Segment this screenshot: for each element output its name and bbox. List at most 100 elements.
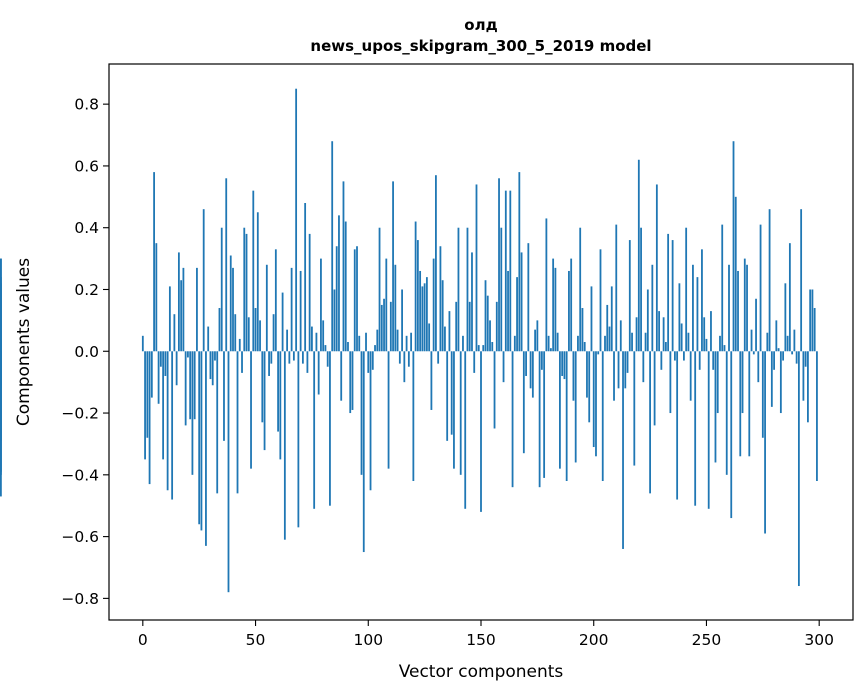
bar [148,351,151,485]
bar [214,351,216,361]
bar [155,243,158,352]
bar [419,270,422,352]
bar [791,351,794,355]
bar [536,320,539,352]
bar [683,351,685,361]
bar [755,298,757,352]
bar [759,224,762,352]
bar [473,351,476,373]
bar [157,351,160,404]
bar [694,351,697,506]
bar [748,351,751,457]
bar [653,351,656,426]
bar [448,311,451,352]
bar [211,351,214,386]
bar [283,351,286,540]
bar [365,332,367,352]
bar [227,351,230,593]
bar [518,172,521,352]
bar [617,351,620,389]
bar [545,218,548,352]
bar [597,351,600,355]
bar [770,351,773,407]
bar [658,311,661,352]
bar [471,252,473,352]
bar [299,270,302,352]
bar [446,351,449,441]
bar [568,270,570,352]
bar [205,351,207,546]
bar [353,249,356,352]
bar [784,283,787,352]
bar [430,351,433,410]
bar [150,351,153,398]
bar [162,351,165,460]
bar [773,351,775,370]
bar [374,345,376,352]
bar [540,351,543,370]
bar [565,351,568,481]
bar [383,298,385,352]
bar [159,351,162,367]
bar [604,335,606,352]
bar [739,351,742,457]
bar [671,240,674,352]
bar [581,308,584,352]
bar [0,258,2,352]
bar [667,233,670,352]
bar [281,292,284,352]
bar [642,351,645,383]
bar [788,243,791,352]
bar [367,351,370,373]
bar [229,255,232,352]
bar [297,351,300,528]
bar [342,181,345,352]
bar [202,209,205,352]
bar [268,351,270,376]
bar [725,351,728,475]
bar [279,351,282,460]
bar [168,286,171,352]
bar [782,351,785,361]
bar [428,323,431,352]
bar [344,221,347,352]
bar [561,351,564,376]
bar [664,342,667,352]
bar [586,351,588,398]
bar [721,224,724,352]
y-tick-label: 0.8 [74,96,99,114]
bar [277,351,279,432]
bar [513,335,516,352]
x-tick-label: 50 [246,631,266,649]
bar [669,351,672,414]
bar [322,320,325,352]
bar [432,258,435,352]
bar [347,342,349,352]
bar [270,351,273,364]
bar [313,351,316,509]
bar [369,351,372,491]
bar [676,351,679,500]
bar [292,351,295,361]
bar [180,280,183,352]
y-axis-label: Components values [14,258,34,426]
bar [410,332,413,352]
bar [800,209,803,352]
bar [290,267,293,352]
bar [324,345,327,352]
bar [615,224,618,352]
bar [701,249,703,352]
bar [241,351,243,373]
bar [678,283,681,352]
bar [380,304,383,352]
y-tick-label: 0.4 [74,219,99,237]
bar [453,351,455,469]
x-tick-label: 200 [579,631,609,649]
bar [628,240,631,352]
bar [516,277,518,352]
bar [394,264,397,352]
x-tick-label: 150 [466,631,496,649]
bar [141,335,144,352]
bar [599,249,602,352]
bar [804,351,807,367]
